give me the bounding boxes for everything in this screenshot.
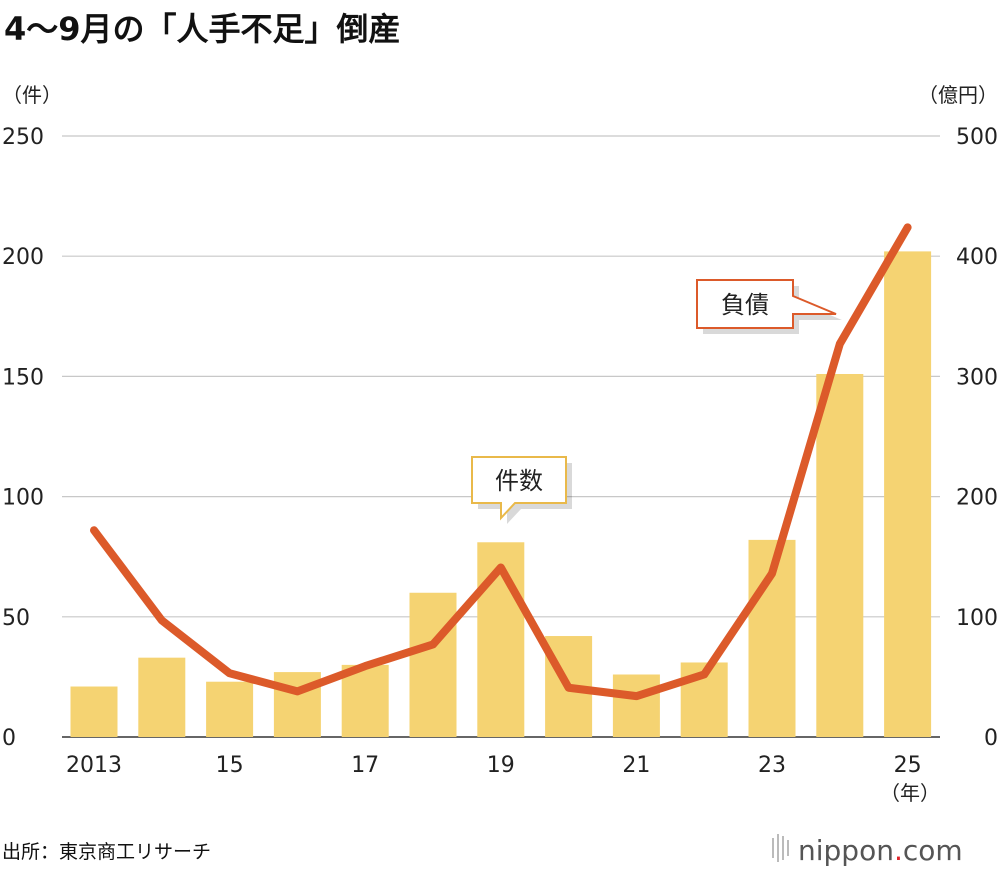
x-tick-label: 17	[351, 753, 379, 778]
x-tick-label: 23	[758, 753, 786, 778]
x-axis-unit: （年）	[880, 781, 940, 805]
right-tick-label: 500	[956, 125, 998, 150]
left-tick-label: 50	[2, 606, 30, 631]
x-tick-label: 21	[622, 753, 650, 778]
x-tick-label: 19	[487, 753, 515, 778]
x-tick-label: 25	[894, 753, 922, 778]
left-tick-label: 200	[2, 245, 44, 270]
callout-count: 件数	[471, 456, 572, 524]
bar	[884, 251, 932, 737]
callout-debt-label: 負債	[721, 291, 769, 319]
chart-title: 4〜9月の「人手不足」倒産	[4, 10, 401, 48]
bar	[816, 373, 864, 737]
right-axis-unit: （億円）	[918, 83, 998, 107]
bar	[341, 664, 389, 737]
bar	[206, 681, 254, 737]
x-tick-label: 2013	[66, 753, 122, 778]
right-tick-label: 400	[956, 245, 998, 270]
left-tick-label: 100	[2, 486, 44, 511]
right-tick-label: 100	[956, 606, 998, 631]
callout-count-label: 件数	[495, 467, 543, 495]
left-tick-label: 150	[2, 365, 44, 390]
bar	[70, 686, 118, 737]
left-tick-label: 0	[2, 726, 16, 751]
right-tick-label: 0	[984, 726, 998, 751]
right-tick-label: 300	[956, 365, 998, 390]
left-axis-unit: （件）	[2, 83, 62, 107]
source-note: 出所：東京商工リサーチ	[2, 841, 211, 863]
logo-text: nippon.com	[798, 834, 963, 867]
debt-line	[90, 223, 912, 701]
left-tick-label: 250	[2, 125, 44, 150]
bar	[138, 657, 186, 737]
callout-debt: 負債	[696, 279, 842, 334]
right-tick-label: 200	[956, 486, 998, 511]
bar	[409, 592, 457, 737]
nippon-logo: nippon.com	[772, 834, 963, 867]
bar	[612, 674, 660, 737]
x-tick-label: 15	[216, 753, 244, 778]
